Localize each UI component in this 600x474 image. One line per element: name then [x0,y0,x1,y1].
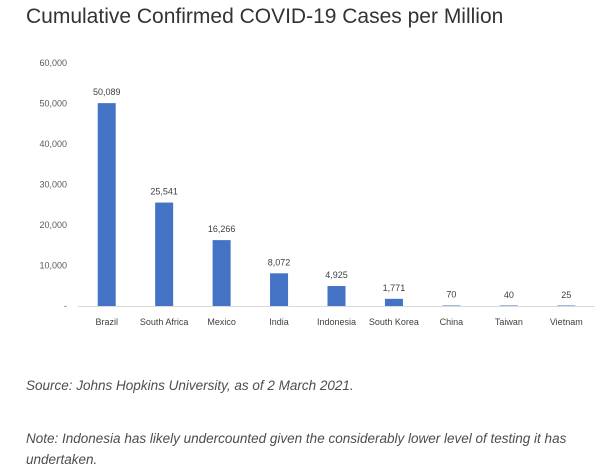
y-tick-label: 10,000 [39,261,67,271]
bar [270,273,289,306]
category-label: Taiwan [495,317,523,327]
chart-title: Cumulative Confirmed COVID-19 Cases per … [26,5,504,28]
category-label: South Africa [140,317,189,327]
y-tick-label: 60,000 [39,58,67,68]
bar [155,202,174,306]
bar [97,103,116,306]
bar [499,305,518,306]
category-label: Vietnam [550,317,583,327]
category-label: Indonesia [317,317,356,327]
bar-chart: - 10,000 20,000 30,000 40,000 50,000 60,000 50,… [39,58,595,327]
category-label: China [440,317,464,327]
data-label: 8,072 [268,257,291,267]
y-tick-label: - [64,301,67,311]
category-label: Mexico [207,317,236,327]
data-label: 70 [446,290,456,300]
source-note: Source: Johns Hopkins University, as of … [26,378,354,393]
y-tick-label: 40,000 [39,139,67,149]
data-label: 4,925 [325,270,348,280]
bar [442,305,461,306]
y-tick-label: 20,000 [39,220,67,230]
data-label: 16,266 [208,224,236,234]
category-label: South Korea [369,317,419,327]
data-label: 25,541 [150,187,178,197]
bar [327,286,346,306]
bar [384,298,403,306]
data-label: 50,089 [93,87,121,97]
data-label: 1,771 [383,283,406,293]
bar [557,305,576,306]
y-tick-label: 50,000 [39,99,67,109]
category-label: India [269,317,289,327]
footnote: Note: Indonesia has likely undercounted … [26,431,567,467]
category-label: Brazil [95,317,118,327]
y-tick-label: 30,000 [39,180,67,190]
data-label: 25 [561,290,571,300]
bar [212,240,231,306]
data-label: 40 [504,290,514,300]
